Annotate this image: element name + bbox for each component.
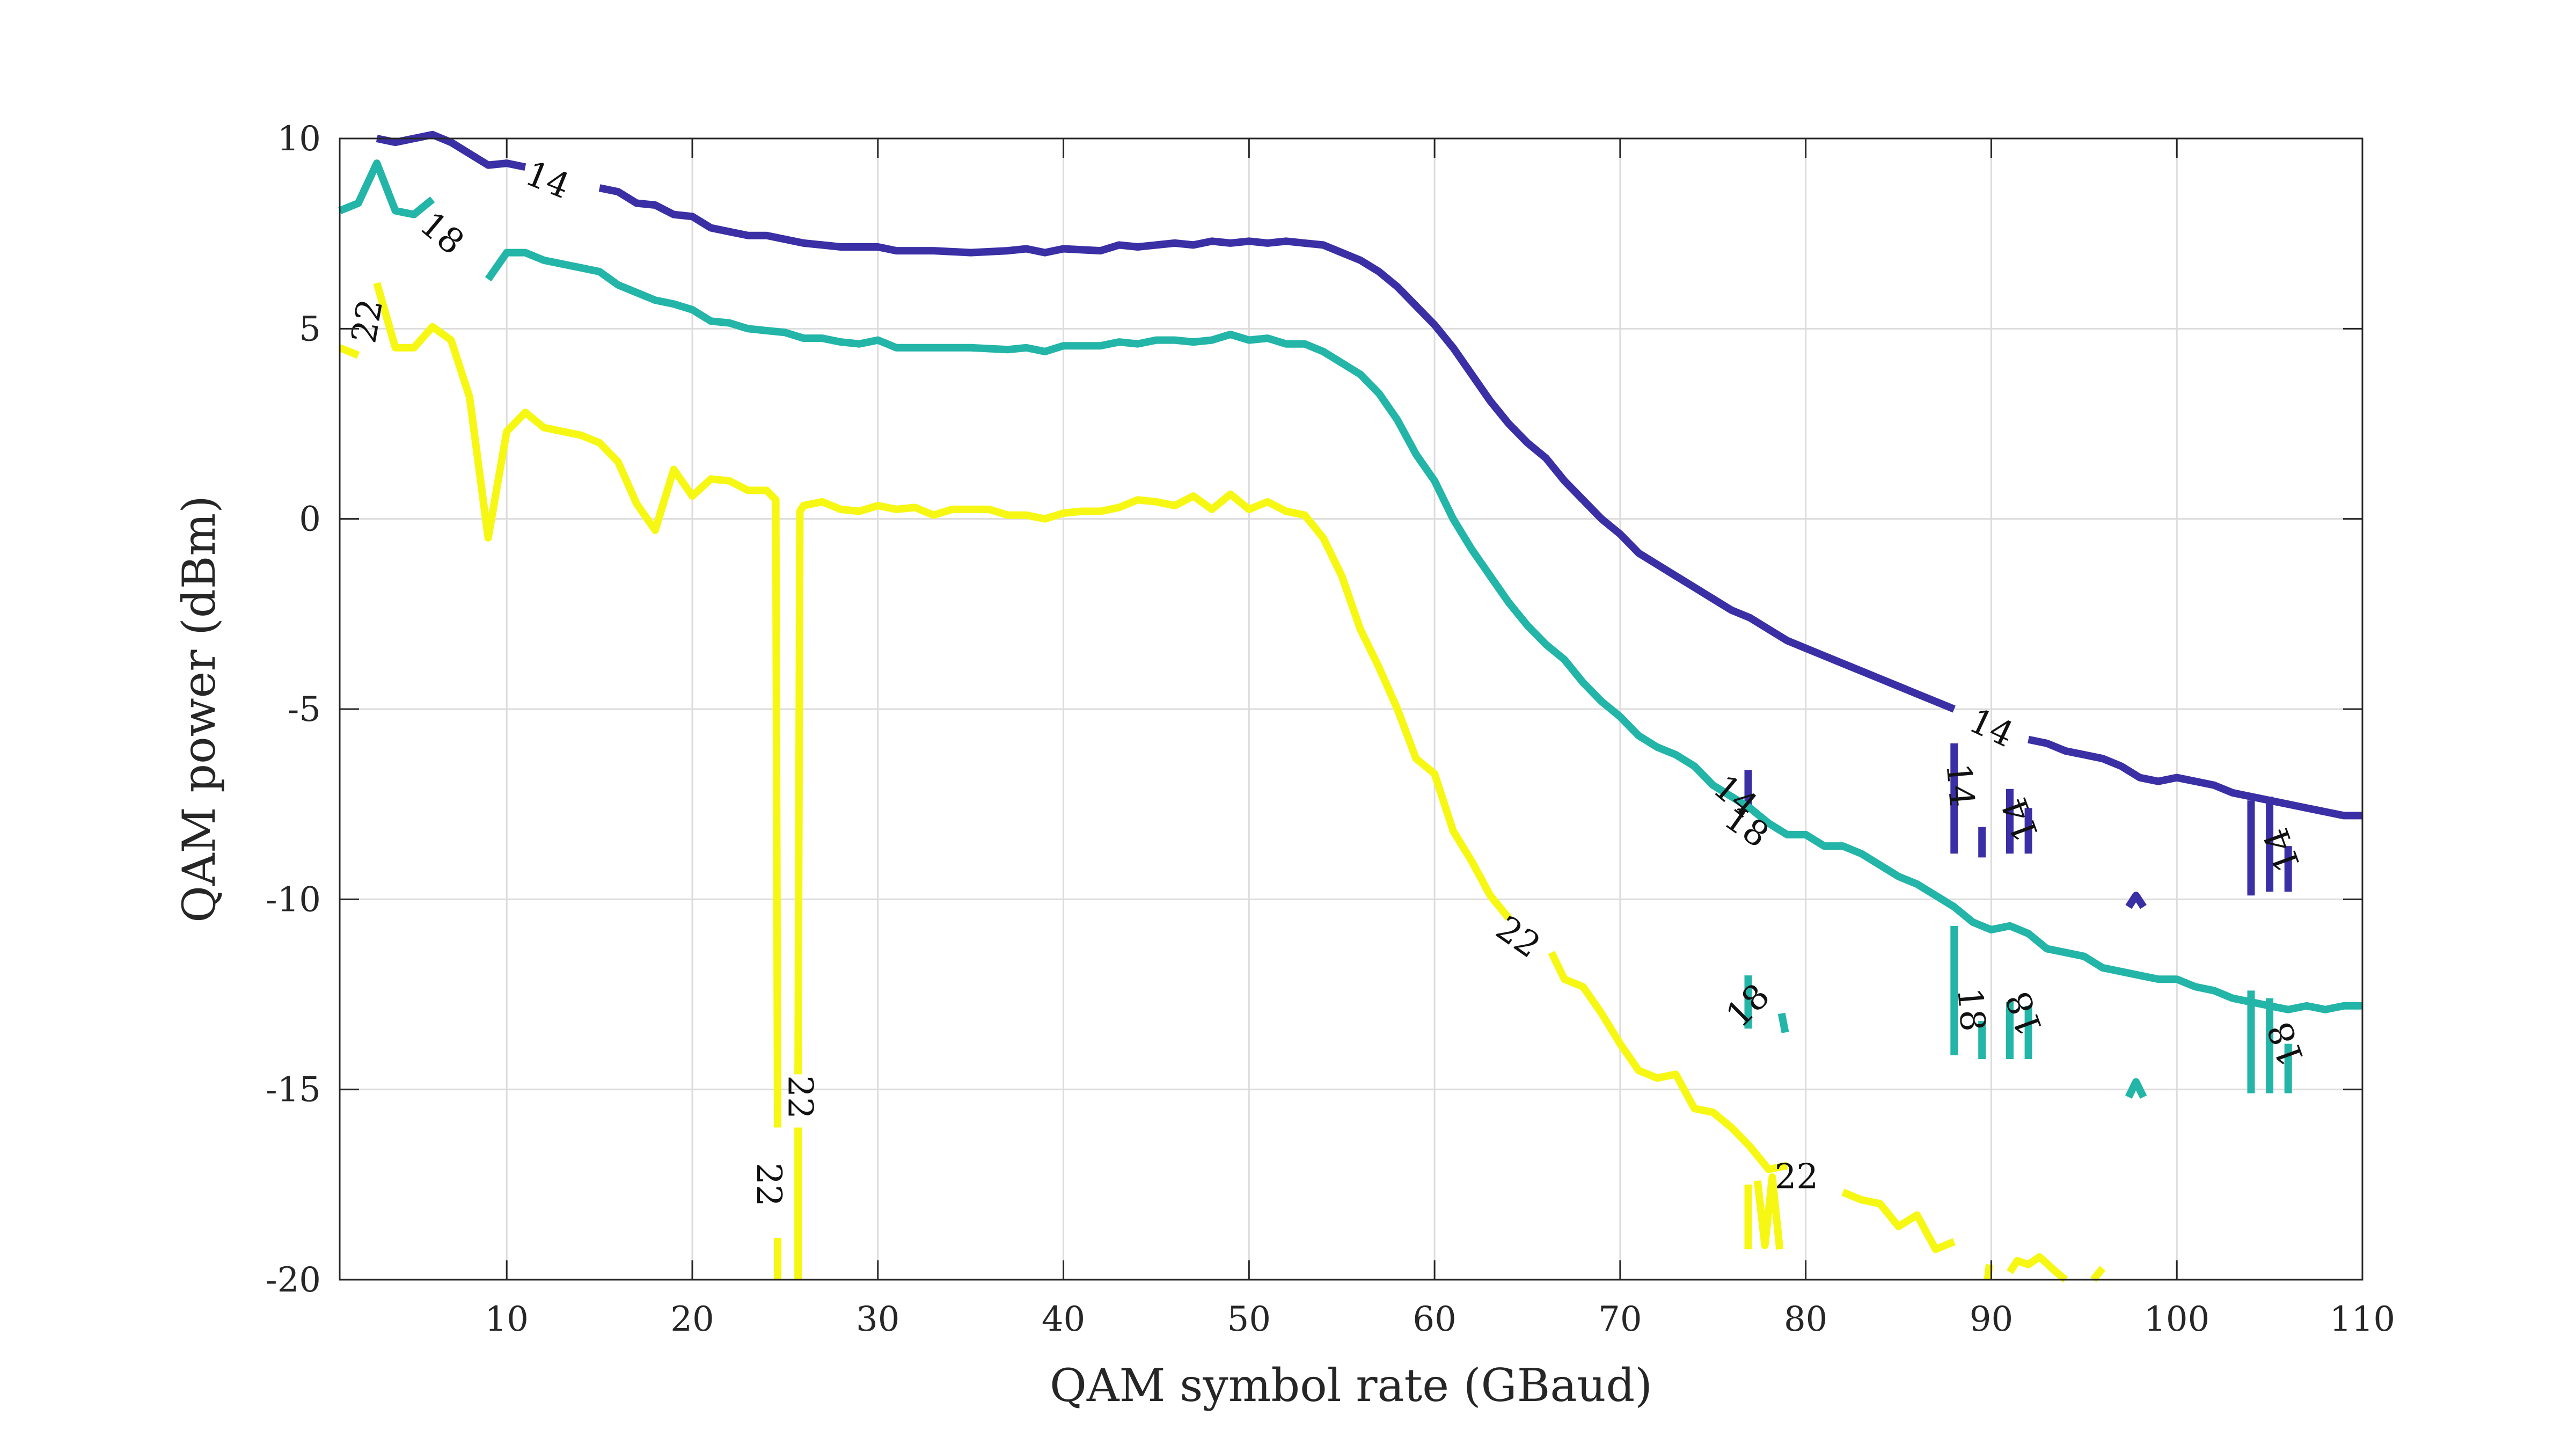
y-tick-label: -15 xyxy=(266,1070,321,1110)
contour-level-14 xyxy=(376,130,2362,909)
contour-lines xyxy=(338,130,2362,1283)
contour-line-22 xyxy=(2007,1253,2068,1283)
contour-line-22 xyxy=(2090,1266,2106,1282)
contour-label: 18 xyxy=(1949,986,1993,1033)
x-tick-label: 30 xyxy=(856,1300,899,1339)
contour-line-22 xyxy=(338,344,360,359)
x-tick-label: 70 xyxy=(1598,1300,1642,1339)
contour-label: 22 xyxy=(780,1075,820,1119)
contour-line-18 xyxy=(485,249,2362,1013)
contour-line-22 xyxy=(1753,1173,1784,1250)
y-tick-label: 5 xyxy=(299,309,321,349)
contour-label: 22 xyxy=(749,1163,788,1206)
contour-line-18 xyxy=(2125,1078,2147,1099)
contour-line-14 xyxy=(598,184,1956,713)
x-tick-label: 90 xyxy=(1970,1300,2013,1339)
y-tick-label: 0 xyxy=(299,500,321,539)
contour-line-14 xyxy=(376,130,526,171)
contour-line-18 xyxy=(1777,1012,1789,1033)
x-tick-label: 50 xyxy=(1227,1300,1271,1339)
contour-line-22 xyxy=(1841,1188,1956,1253)
x-tick-label: 110 xyxy=(2330,1300,2395,1339)
contour-label: 22 xyxy=(1775,1157,1818,1197)
contour-line-22 xyxy=(1984,1264,1993,1280)
contour-line-14 xyxy=(2028,735,2362,820)
y-tick-label: -20 xyxy=(266,1260,321,1300)
y-axis-label: QAM power (dBm) xyxy=(173,495,225,923)
y-tick-label: -10 xyxy=(266,880,321,920)
contour-line-22 xyxy=(1548,951,1788,1173)
x-tick-label: 100 xyxy=(2144,1300,2209,1339)
x-tick-label: 80 xyxy=(1784,1300,1827,1339)
contour-label: 14 xyxy=(1938,762,1981,809)
contour-level-18 xyxy=(338,159,2362,1099)
contour-line-22 xyxy=(794,490,1512,1075)
x-tick-label: 40 xyxy=(1042,1300,1085,1339)
y-tick-label: 10 xyxy=(277,119,321,159)
y-tick-label: -5 xyxy=(288,690,321,729)
contour-label: 22 xyxy=(344,296,391,346)
x-tick-label: 60 xyxy=(1413,1300,1456,1339)
contour-line-18 xyxy=(338,159,435,218)
x-axis-label: QAM symbol rate (GBaud) xyxy=(1050,1359,1652,1412)
contour-line-14 xyxy=(2125,892,2147,909)
contour-line-22 xyxy=(373,282,781,1128)
contour-level-22 xyxy=(338,282,2106,1283)
x-tick-label: 10 xyxy=(485,1300,528,1339)
x-tick-label: 20 xyxy=(670,1300,714,1339)
